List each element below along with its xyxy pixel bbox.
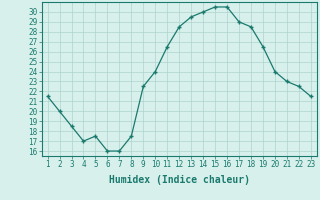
X-axis label: Humidex (Indice chaleur): Humidex (Indice chaleur) xyxy=(109,175,250,185)
